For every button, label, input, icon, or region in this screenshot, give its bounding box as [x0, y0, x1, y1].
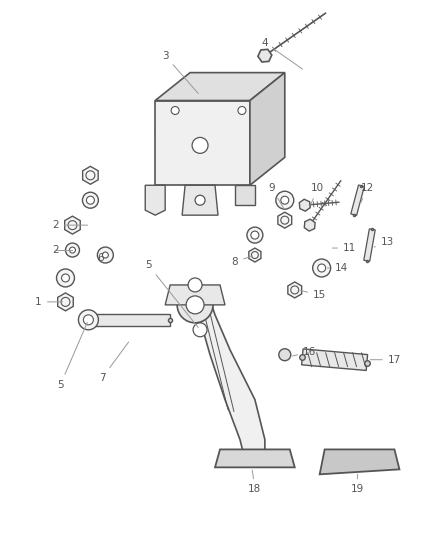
Circle shape — [318, 264, 326, 272]
Circle shape — [57, 269, 74, 287]
Text: 13: 13 — [374, 237, 394, 247]
Circle shape — [97, 247, 113, 263]
Polygon shape — [249, 248, 261, 262]
Polygon shape — [145, 185, 165, 215]
Text: 10: 10 — [311, 183, 324, 205]
Polygon shape — [155, 72, 285, 101]
Text: 5: 5 — [57, 322, 87, 390]
Circle shape — [238, 107, 246, 115]
Text: 18: 18 — [248, 470, 261, 494]
Text: 7: 7 — [99, 342, 129, 383]
Polygon shape — [165, 285, 225, 305]
Polygon shape — [288, 282, 302, 298]
Polygon shape — [182, 185, 218, 215]
Polygon shape — [83, 166, 98, 184]
Circle shape — [279, 349, 291, 361]
Circle shape — [61, 274, 70, 282]
Circle shape — [78, 310, 99, 330]
Text: 4: 4 — [261, 38, 303, 69]
Text: 8: 8 — [232, 256, 252, 267]
Text: 12: 12 — [361, 183, 374, 203]
Circle shape — [281, 196, 289, 204]
Circle shape — [83, 315, 93, 325]
Polygon shape — [320, 449, 399, 474]
Circle shape — [247, 227, 263, 243]
Text: 19: 19 — [351, 474, 364, 494]
Text: 11: 11 — [332, 243, 356, 253]
Text: 17: 17 — [370, 354, 401, 365]
Polygon shape — [58, 293, 73, 311]
Circle shape — [102, 252, 108, 258]
Text: 14: 14 — [328, 263, 348, 273]
Text: 6: 6 — [97, 253, 104, 263]
Circle shape — [192, 138, 208, 154]
Text: 9: 9 — [268, 183, 283, 208]
Polygon shape — [65, 216, 80, 234]
Circle shape — [82, 192, 99, 208]
Text: 3: 3 — [162, 51, 198, 93]
Circle shape — [171, 107, 179, 115]
Circle shape — [188, 278, 202, 292]
Text: 15: 15 — [300, 290, 326, 300]
Circle shape — [70, 247, 75, 253]
Polygon shape — [250, 72, 285, 185]
Polygon shape — [278, 212, 292, 228]
Circle shape — [193, 323, 207, 337]
Polygon shape — [235, 185, 255, 205]
Polygon shape — [302, 349, 367, 370]
Circle shape — [276, 191, 294, 209]
Polygon shape — [258, 50, 272, 62]
Text: 5: 5 — [145, 260, 198, 328]
Polygon shape — [304, 219, 315, 231]
Polygon shape — [155, 101, 250, 185]
Circle shape — [251, 231, 259, 239]
Circle shape — [313, 259, 331, 277]
Text: 16: 16 — [293, 347, 316, 357]
Text: 1: 1 — [35, 297, 63, 307]
Polygon shape — [299, 199, 310, 211]
Circle shape — [195, 195, 205, 205]
Polygon shape — [90, 314, 170, 326]
Polygon shape — [351, 185, 364, 215]
Circle shape — [177, 287, 213, 323]
Circle shape — [186, 296, 204, 314]
Text: 2: 2 — [52, 220, 88, 230]
Circle shape — [86, 196, 95, 204]
Polygon shape — [175, 295, 265, 464]
Polygon shape — [364, 229, 375, 261]
Circle shape — [66, 243, 79, 257]
Polygon shape — [215, 449, 295, 467]
Text: 2: 2 — [52, 245, 59, 255]
